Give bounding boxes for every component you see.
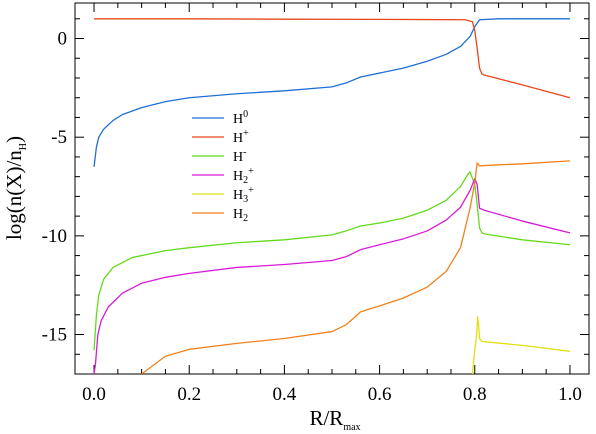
legend-label: H- xyxy=(233,147,246,165)
legend-label-sup: - xyxy=(243,147,246,158)
legend-label: H3+ xyxy=(233,185,254,205)
legend-label-base: H xyxy=(233,112,243,127)
legend-label-base: H xyxy=(233,188,243,203)
series-line-4 xyxy=(471,316,571,374)
x-axis-label-sub: max xyxy=(343,422,360,433)
y-axis-label-close: ) xyxy=(2,136,26,143)
legend-label-sup: + xyxy=(243,128,249,139)
y-tick-label: 0 xyxy=(58,29,68,50)
x-tick-label: 0.4 xyxy=(273,384,297,405)
legend-label: H+ xyxy=(233,128,249,146)
x-tick-label: 0.8 xyxy=(463,384,487,405)
series-line-0 xyxy=(93,18,570,167)
x-tick-label: 1.0 xyxy=(558,384,582,405)
series-line-1 xyxy=(94,18,571,99)
plot-frame xyxy=(74,2,590,375)
x-axis-label-main: R/R xyxy=(309,406,343,430)
axis-ticks: 0.0 0.2 0.4 0.6 0.8 1.0 0 -5 -10 -15 xyxy=(42,3,589,405)
y-tick-label: -5 xyxy=(51,127,67,148)
x-tick-label: 0.6 xyxy=(368,384,392,405)
y-axis-label: log(n(X)/nH) xyxy=(2,136,29,240)
x-axis-label: R/Rmax xyxy=(309,406,360,433)
y-axis-label-main: log(n(X)/n xyxy=(2,150,26,240)
series-lines xyxy=(93,18,571,374)
legend: H0H+H-H2+H3+H2 xyxy=(192,109,254,224)
legend-label-sup: + xyxy=(248,185,254,196)
y-tick-label: -15 xyxy=(42,325,67,346)
legend-label: H2 xyxy=(233,207,248,224)
y-tick-label: -10 xyxy=(42,226,67,247)
legend-label-base: H xyxy=(233,150,243,165)
legend-label-base: H xyxy=(233,131,243,146)
legend-label: H2+ xyxy=(233,166,254,186)
x-tick-label: 0.2 xyxy=(177,384,201,405)
x-tick-label: 0.0 xyxy=(82,384,106,405)
legend-label-base: H xyxy=(233,207,243,222)
series-line-2 xyxy=(93,171,571,351)
legend-label-base: H xyxy=(233,169,243,184)
legend-label-sup: 0 xyxy=(243,109,248,120)
series-line-5 xyxy=(141,160,571,374)
legend-label: H0 xyxy=(233,109,248,127)
legend-label-sub: 2 xyxy=(243,213,248,224)
legend-label-sub: 3 xyxy=(243,194,248,205)
series-line-3 xyxy=(93,177,571,374)
legend-label-sub: 2 xyxy=(243,175,248,186)
y-axis-label-sub: H xyxy=(18,143,29,150)
legend-label-sup: + xyxy=(248,166,254,177)
